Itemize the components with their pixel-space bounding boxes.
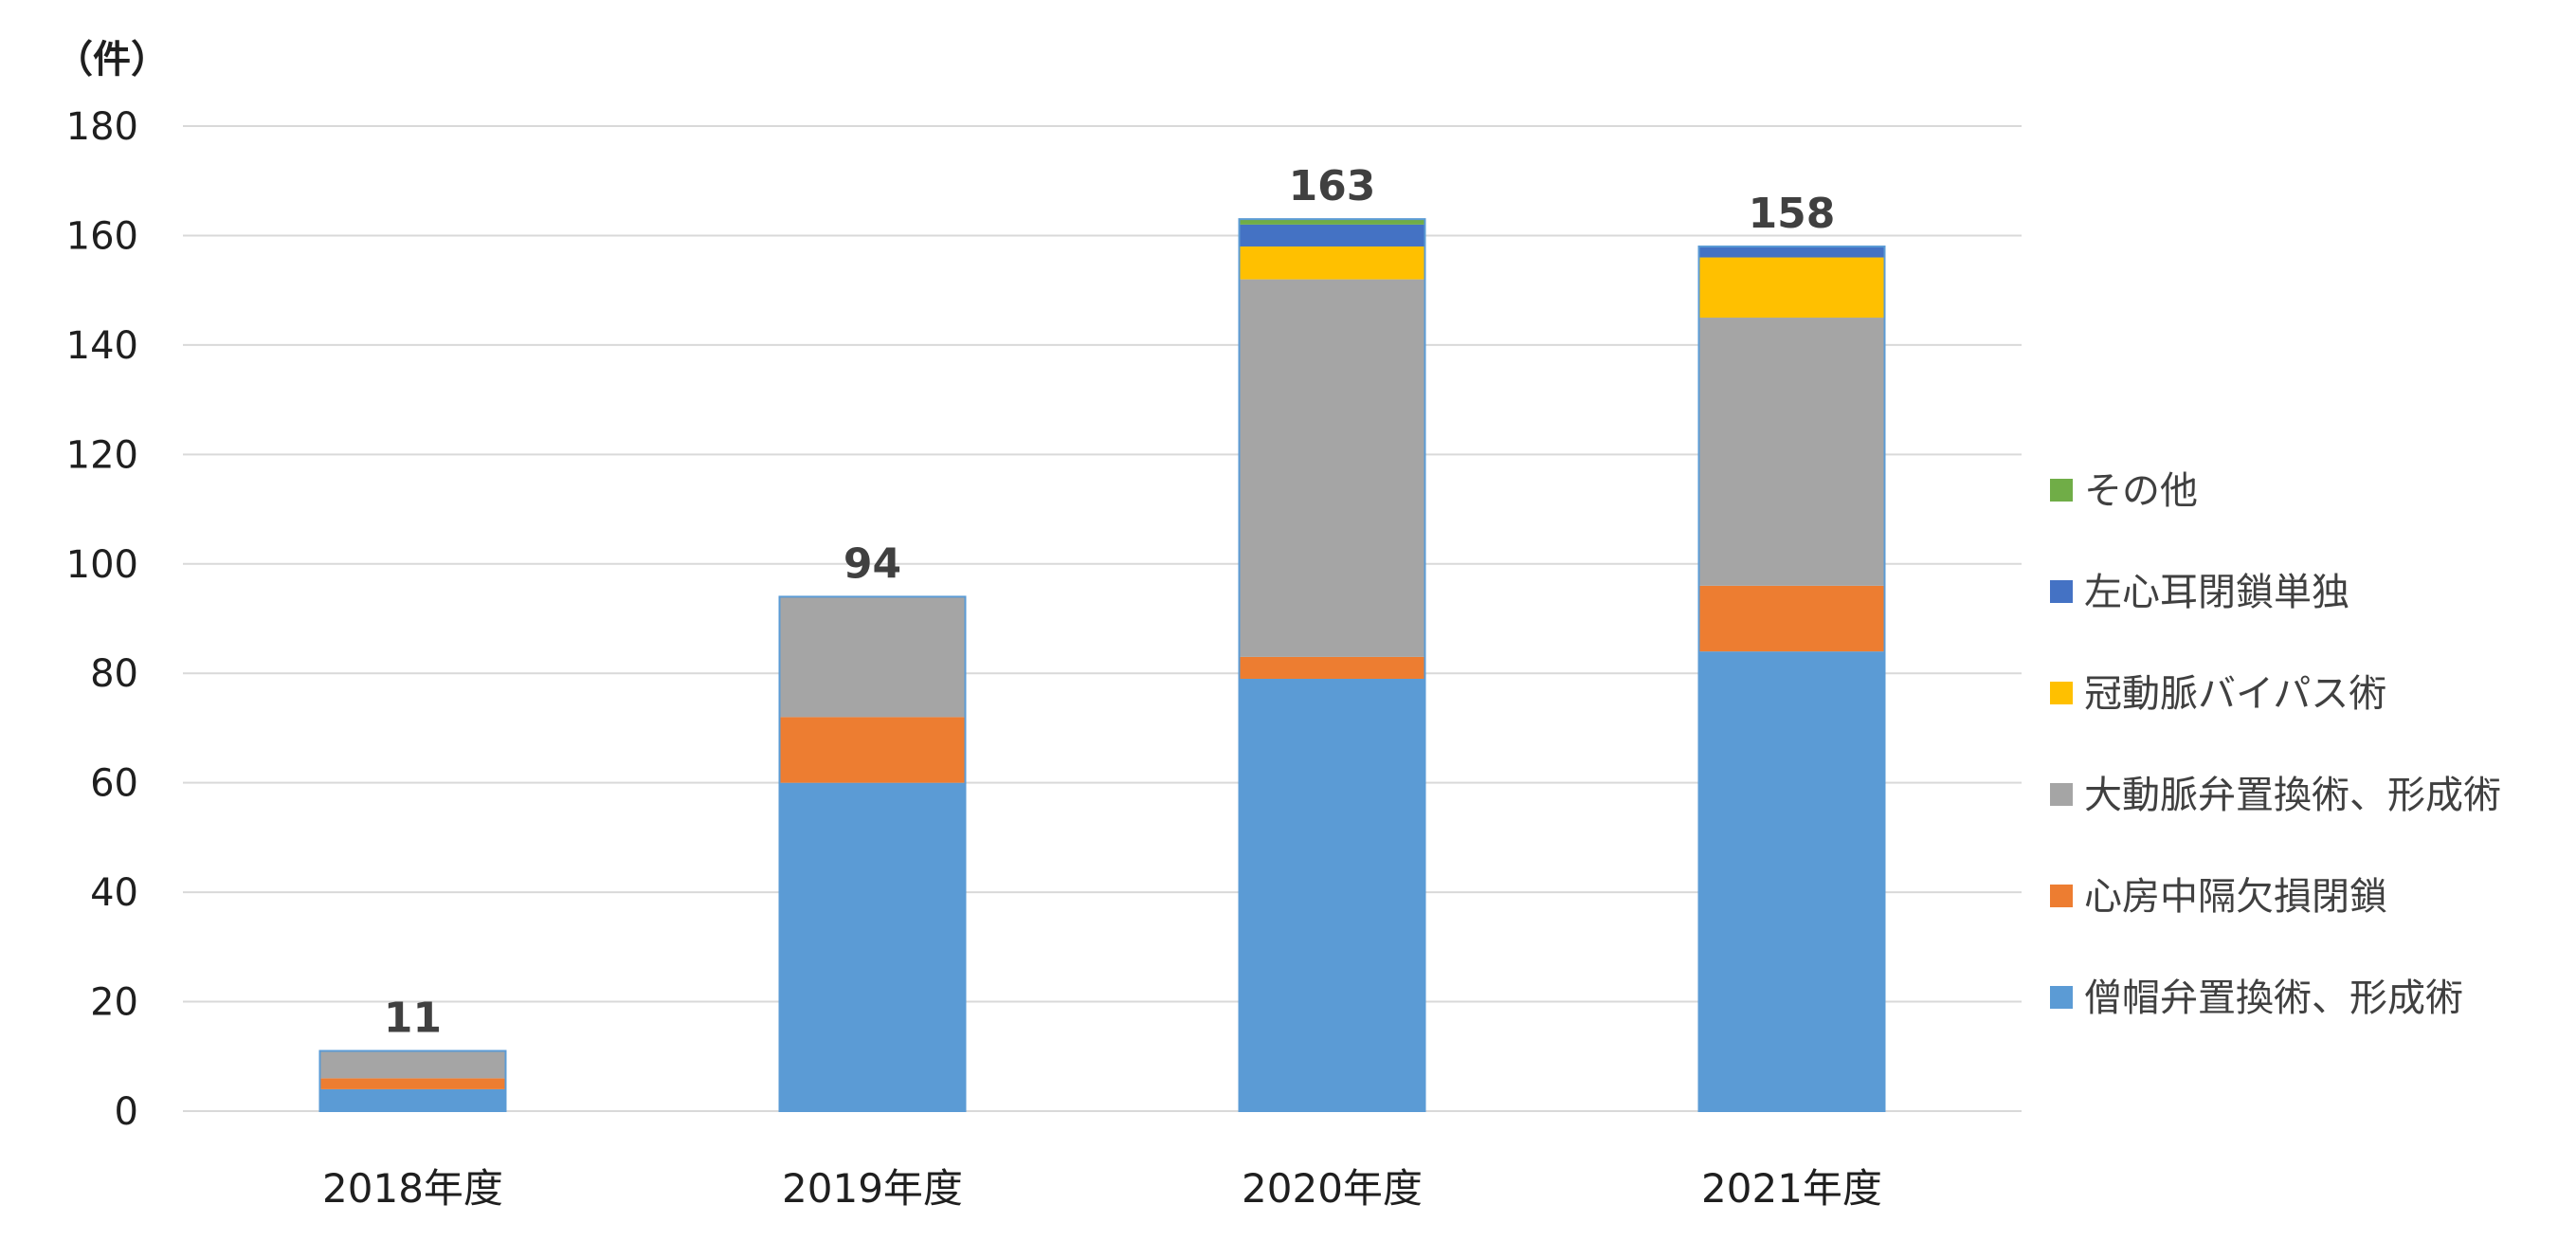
bar-outline-2 xyxy=(1238,218,1426,1112)
x-tick-label-0: 2018年度 xyxy=(322,1165,503,1212)
total-label-2: 163 xyxy=(1289,162,1376,210)
bar-segment-2-3 xyxy=(1239,246,1425,280)
legend-swatch-0 xyxy=(2050,986,2073,1009)
bar-segment-3-3 xyxy=(1698,257,1885,319)
bar-segment-3-2 xyxy=(1698,318,1885,586)
y-axis-unit-label: （件） xyxy=(55,38,169,82)
y-tick-label: 20 xyxy=(90,981,138,1025)
legend-swatch-2 xyxy=(2050,783,2073,806)
legend: その他左心耳閉鎖単独冠動脈バイパス術大動脈弁置換術、形成術心房中隔欠損閉鎖僧帽弁… xyxy=(2050,469,2501,1020)
bar-segment-1-2 xyxy=(779,596,966,718)
legend-swatch-4 xyxy=(2050,580,2073,603)
bar-segment-3-1 xyxy=(1698,585,1885,652)
legend-swatch-3 xyxy=(2050,682,2073,704)
gridlines xyxy=(183,125,2022,1112)
y-tick-label: 180 xyxy=(66,105,138,149)
bar-segment-0-2 xyxy=(319,1050,506,1079)
y-axis-ticks: 0 20 40 60 80 100 120 140 160 180 xyxy=(66,105,138,1134)
x-tick-label-3: 2021年度 xyxy=(1701,1165,1882,1212)
x-tick-label-1: 2019年度 xyxy=(782,1165,963,1212)
total-label-3: 158 xyxy=(1749,190,1836,238)
legend-swatch-5 xyxy=(2050,479,2073,502)
x-axis-ticks: 2018年度 2019年度 2020年度 2021年度 xyxy=(322,1165,1882,1212)
legend-label-3: 冠動脈バイパス術 xyxy=(2084,672,2386,716)
legend-swatch-1 xyxy=(2050,885,2073,907)
bar-outline-0 xyxy=(318,1049,507,1113)
x-tick-label-2: 2020年度 xyxy=(1242,1165,1423,1212)
total-label-0: 11 xyxy=(384,995,442,1043)
bar-segment-3-0 xyxy=(1698,651,1885,1111)
bar-segment-2-2 xyxy=(1239,279,1425,657)
y-tick-label: 160 xyxy=(66,214,138,258)
bars xyxy=(318,218,1886,1113)
y-tick-label: 60 xyxy=(90,762,138,806)
legend-label-2: 大動脈弁置換術、形成術 xyxy=(2084,774,2501,817)
y-tick-label: 140 xyxy=(66,324,138,368)
total-label-1: 94 xyxy=(844,539,901,588)
y-tick-label: 120 xyxy=(66,433,138,477)
bar-segment-3-4 xyxy=(1698,246,1885,258)
bar-segment-0-1 xyxy=(319,1078,506,1089)
bar-outline-1 xyxy=(778,595,967,1112)
bar-segment-1-0 xyxy=(779,782,966,1111)
legend-label-5: その他 xyxy=(2084,469,2198,513)
bar-segment-1-1 xyxy=(779,717,966,783)
bar-segment-2-1 xyxy=(1239,656,1425,679)
bar-segment-2-5 xyxy=(1239,219,1425,225)
legend-label-1: 心房中隔欠損閉鎖 xyxy=(2084,875,2387,919)
y-tick-label: 40 xyxy=(90,871,138,915)
bar-segment-2-0 xyxy=(1239,678,1425,1111)
bar-segment-0-0 xyxy=(319,1088,506,1111)
y-tick-label: 100 xyxy=(66,543,138,587)
legend-label-0: 僧帽弁置換術、形成術 xyxy=(2084,976,2463,1020)
bar-outline-3 xyxy=(1697,245,1886,1112)
bar-segment-2-4 xyxy=(1239,224,1425,246)
y-tick-label: 0 xyxy=(115,1090,138,1134)
y-tick-label: 80 xyxy=(90,652,138,696)
total-labels: 11 94 163 158 xyxy=(384,162,1836,1042)
legend-label-4: 左心耳閉鎖単独 xyxy=(2084,571,2349,614)
